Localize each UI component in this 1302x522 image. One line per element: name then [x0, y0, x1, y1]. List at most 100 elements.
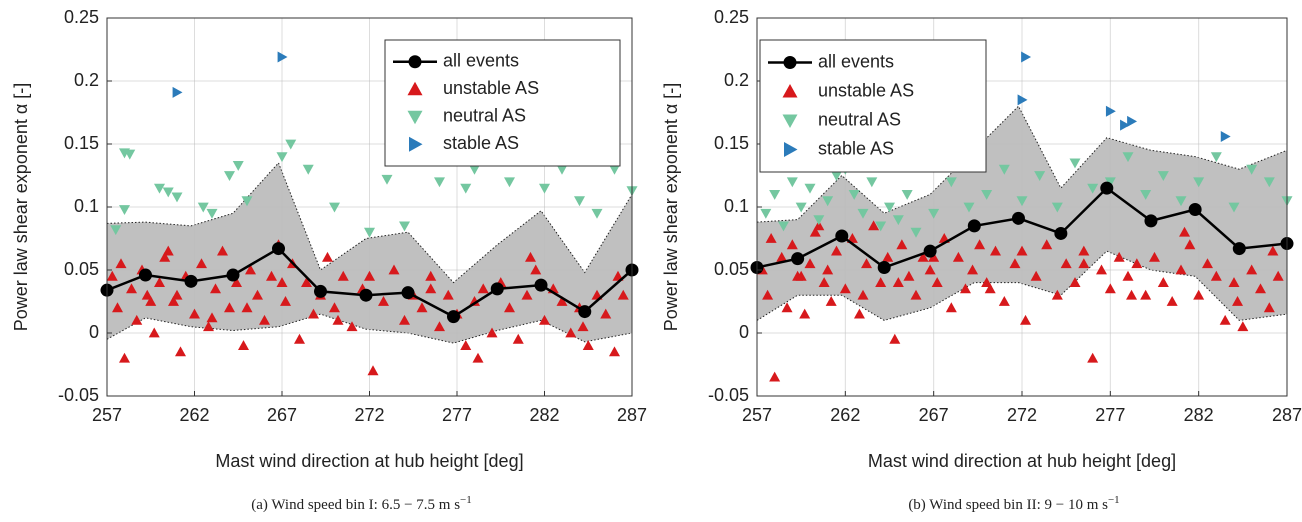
- point: [556, 296, 568, 306]
- point: [1157, 171, 1169, 181]
- point: [399, 314, 410, 325]
- y-axis-label: Power law shear exponent α [-]: [11, 83, 31, 332]
- line-point: [1188, 203, 1202, 217]
- point: [504, 302, 515, 313]
- point: [112, 302, 123, 313]
- point: [600, 308, 612, 319]
- point: [206, 312, 218, 323]
- point: [884, 202, 895, 213]
- point: [172, 86, 183, 98]
- point: [609, 164, 620, 175]
- point: [1179, 226, 1191, 237]
- point: [974, 239, 986, 250]
- point: [217, 245, 228, 256]
- point: [1140, 190, 1152, 200]
- point: [1149, 251, 1160, 262]
- point: [617, 289, 629, 300]
- point: [525, 251, 536, 262]
- point: [1016, 245, 1028, 256]
- point: [224, 302, 235, 313]
- point: [804, 183, 816, 194]
- point: [831, 245, 842, 256]
- point: [981, 277, 993, 287]
- point: [232, 161, 244, 171]
- point: [1228, 277, 1240, 287]
- legend-label: neutral AS: [818, 109, 901, 129]
- y-tick-label: 0.25: [714, 7, 749, 27]
- point: [861, 258, 873, 269]
- point: [1021, 51, 1032, 63]
- legend-label: neutral AS: [443, 106, 526, 126]
- plot: 257 262 267 272 277 282 287 -0.05 0 0.05 0.1 0.15 0.…: [661, 7, 1302, 514]
- line-point: [923, 244, 937, 258]
- point: [1087, 352, 1099, 363]
- point: [1272, 270, 1284, 281]
- point: [1020, 314, 1032, 325]
- point: [1246, 264, 1258, 275]
- point: [804, 258, 816, 269]
- point: [853, 308, 865, 319]
- point: [1122, 270, 1134, 281]
- point: [231, 277, 242, 287]
- point: [294, 333, 305, 344]
- point: [1069, 158, 1081, 169]
- point: [162, 245, 174, 256]
- y-tick-label: 0.15: [714, 133, 749, 153]
- point: [786, 177, 798, 188]
- point: [903, 270, 915, 281]
- point: [388, 264, 400, 275]
- legend-marker: [408, 55, 422, 69]
- point: [124, 149, 136, 160]
- point: [931, 277, 943, 287]
- point: [175, 346, 186, 357]
- point: [984, 283, 996, 294]
- point: [822, 196, 834, 207]
- point: [1016, 196, 1028, 207]
- legend-label: stable AS: [443, 133, 519, 153]
- point: [952, 251, 964, 262]
- point: [154, 277, 165, 287]
- point: [967, 264, 979, 275]
- legend-marker: [407, 81, 423, 96]
- caption: (a) Wind speed bin I: 6.5 − 7.5 m s−1: [251, 494, 472, 514]
- legend-label: unstable AS: [818, 80, 914, 100]
- point: [115, 258, 127, 269]
- point: [769, 371, 781, 382]
- x-axis-label: Mast wind direction at hub height [deg]: [868, 451, 1176, 471]
- point: [1030, 270, 1042, 281]
- x-tick-label: 277: [1095, 405, 1125, 425]
- point: [813, 220, 825, 231]
- caption-text: (a) Wind speed bin I: 6.5 − 7.5 m s: [251, 497, 460, 513]
- point: [1127, 115, 1138, 127]
- line-point: [401, 286, 415, 300]
- legend-marker: [784, 142, 798, 157]
- point: [577, 321, 589, 332]
- point: [762, 289, 774, 300]
- point: [224, 171, 235, 181]
- point: [425, 270, 437, 281]
- point: [145, 296, 157, 306]
- point: [276, 152, 288, 163]
- x-tick-label: 282: [529, 405, 559, 425]
- point: [364, 227, 375, 238]
- point: [1210, 152, 1222, 163]
- x-tick-label: 262: [179, 405, 209, 425]
- point: [266, 270, 277, 281]
- y-tick-label: 0.2: [724, 70, 749, 90]
- point: [1096, 264, 1107, 275]
- point: [332, 314, 344, 325]
- y-tick-label: 0.2: [74, 70, 99, 90]
- point: [1232, 296, 1244, 306]
- x-tick-label: 277: [442, 405, 472, 425]
- band-edge: [756, 250, 1288, 321]
- y-tick-label: 0.1: [724, 196, 749, 216]
- legend-label: all events: [818, 51, 894, 71]
- point: [1122, 152, 1134, 163]
- point: [1034, 171, 1046, 181]
- point: [460, 183, 472, 194]
- point: [171, 289, 183, 300]
- point: [530, 264, 542, 275]
- point: [809, 226, 821, 237]
- point: [1131, 258, 1143, 269]
- point: [825, 296, 837, 306]
